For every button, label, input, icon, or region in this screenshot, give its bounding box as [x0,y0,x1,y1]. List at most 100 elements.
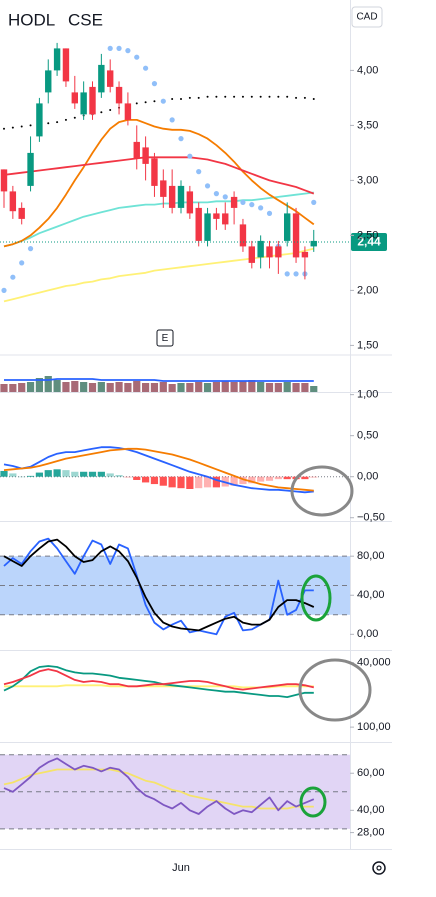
y-tick-label: 0,00 [357,471,378,483]
candle-body [301,251,309,258]
sar-dot [266,210,273,216]
x-tick-label: Jun [172,862,190,874]
sar-dot [213,191,219,197]
series-line [3,119,315,248]
volume-bar [80,382,88,392]
histogram-bar [301,476,309,480]
sar-dot [293,271,299,277]
ma-dot [259,95,262,98]
volume-bar [44,376,52,392]
y-tick-label: 1,50 [357,339,378,351]
histogram-bar [88,471,97,477]
ma-dot [286,95,289,98]
earnings-marker[interactable]: E [162,333,169,344]
sar-dot [249,202,255,208]
sar-dot [169,117,175,123]
histogram-bar [106,473,114,477]
ma-dot [180,98,182,100]
currency-box[interactable] [351,6,383,28]
ma-dot [241,95,244,98]
volume-bar [195,382,203,392]
histogram-bar [257,476,265,482]
ma-dot [153,100,156,103]
series-line [3,446,314,494]
ma-dot [64,118,67,121]
symbol: HODL [8,10,55,29]
settings-gear[interactable] [372,861,386,875]
volume-bar [142,383,150,392]
y-tick-label: 2,50 [357,229,378,241]
annotation-circle [300,574,332,622]
candle-body [284,213,291,241]
series-line [3,447,314,492]
settings-icon[interactable] [372,861,386,875]
ma-dot [20,125,23,128]
candle-body [275,246,282,258]
volume-bar [159,382,167,392]
histogram-bar [115,475,123,477]
histogram-bar [62,470,70,477]
currency[interactable]: CAD [356,12,377,23]
candle-body [45,70,52,93]
sar-dot [240,199,246,205]
volume-bar [257,382,265,392]
volume-bar [26,382,35,392]
histogram-bar [133,476,141,480]
candle-body [62,48,70,82]
y-tick-label: 2,00 [357,284,378,296]
volume-bar [186,383,194,392]
histogram-bar [80,471,88,477]
ma-dot [171,98,174,100]
candle-body [18,207,25,219]
histogram-bar [44,470,52,477]
sar-dot [10,274,16,280]
volume-bar [124,383,132,392]
y-tick-label: 3,00 [357,174,378,186]
volume-bar [248,380,256,392]
volume-bar [265,383,274,392]
candle-body [27,152,34,186]
ma-dot [312,98,315,100]
sar-dot [107,45,113,52]
candle-body [292,213,300,258]
series-line [3,757,315,815]
candle-body [9,191,17,212]
candle-body [133,141,140,159]
sar-dot [19,260,25,266]
volume-bar [133,381,141,392]
volume-bar [301,383,309,392]
annotation-circle [298,658,372,722]
sar-dot [116,45,122,52]
settings-center[interactable] [376,865,382,871]
histogram-bar [0,470,8,477]
candle-body [53,48,61,71]
ma-dot [56,121,59,124]
ma-dot [233,95,236,98]
volume-bar [0,384,8,392]
y-tick-label: 3,50 [357,119,378,131]
last-price-box [351,233,387,251]
ma-dot [224,95,227,98]
histogram-bar [274,476,282,480]
volume-bar [239,381,247,392]
series-line [3,665,314,698]
y-tick-label: 60,00 [357,767,385,779]
ma-dot [250,95,253,98]
candle-body [151,158,158,186]
candle-body [168,185,176,208]
marks: 2,44 Jun 1,50 2,00 2,50 3,00 3,50 4,00 −0,50 0,00… [0,42,391,874]
sar-dot [151,81,158,87]
histogram-bar [26,475,35,477]
ma-dot [109,109,112,111]
volume-bar [106,383,114,392]
volume-bar [203,383,212,392]
histogram-bar [310,476,318,478]
ma-dot [295,96,298,99]
earnings-marker-box[interactable] [156,329,174,347]
sar-dot [1,287,7,293]
y-tick-label: 0,00 [357,628,378,640]
candle-body [142,147,149,164]
volume-bar [212,382,220,392]
ma-dot [11,126,14,129]
